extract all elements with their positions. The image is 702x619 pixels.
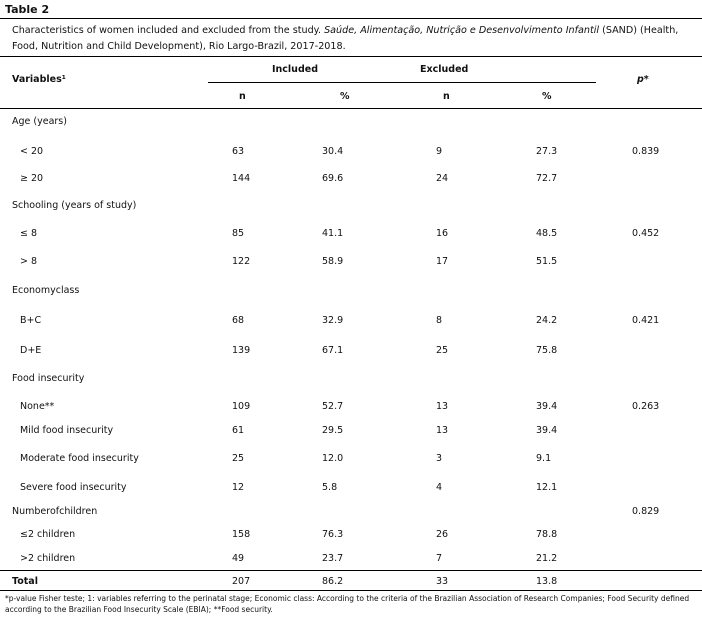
- included-n: 61: [232, 425, 245, 436]
- excluded-n: 17: [436, 256, 449, 267]
- excluded-n: 13: [436, 401, 449, 412]
- excluded-n: 25: [436, 345, 449, 356]
- included-percent: 69.6: [322, 173, 344, 184]
- row-label: < 20: [20, 146, 44, 157]
- excluded-percent: 39.4: [536, 425, 558, 436]
- header-included-n: n: [239, 91, 246, 102]
- group-label: Economyclass: [12, 285, 80, 296]
- included-percent: 76.3: [322, 529, 344, 540]
- included-percent: 5.8: [322, 482, 338, 493]
- excluded-percent: 48.5: [536, 228, 558, 239]
- p-value: 0.829: [632, 506, 660, 517]
- row-label: Mild food insecurity: [20, 425, 114, 436]
- included-n: 109: [232, 401, 251, 412]
- total-bottom-rule: [0, 590, 702, 591]
- included-percent: 41.1: [322, 228, 344, 239]
- included-n: 85: [232, 228, 245, 239]
- excluded-percent: 51.5: [536, 256, 558, 267]
- footnote: *p-value Fisher teste; 1: variables refe…: [5, 594, 690, 614]
- header-included-percent: %: [340, 91, 350, 102]
- included-n: 158: [232, 529, 251, 540]
- p-value: 0.263: [632, 401, 660, 412]
- row-label: Severe food insecurity: [20, 482, 127, 493]
- excluded-n: 7: [436, 553, 443, 564]
- p-value: 0.452: [632, 228, 660, 239]
- header-excluded-percent: %: [542, 91, 552, 102]
- excluded-n: 24: [436, 173, 449, 184]
- included-percent: 30.4: [322, 146, 344, 157]
- row-label: ≤2 children: [20, 529, 76, 540]
- total-included-n: 207: [232, 576, 251, 587]
- total-top-rule: [0, 570, 702, 571]
- row-label: ≥ 20: [20, 173, 44, 184]
- excluded-percent: 39.4: [536, 401, 558, 412]
- header-included: Included: [272, 64, 318, 75]
- table-caption: Characteristics of women included and ex…: [12, 23, 692, 55]
- header-p-value: p*: [637, 74, 649, 85]
- header-excluded: Excluded: [420, 64, 469, 75]
- row-label: >2 children: [20, 553, 76, 564]
- excluded-percent: 24.2: [536, 315, 558, 326]
- included-percent: 32.9: [322, 315, 344, 326]
- included-subrule: [208, 82, 404, 83]
- included-n: 122: [232, 256, 251, 267]
- excluded-n: 13: [436, 425, 449, 436]
- total-included-percent: 86.2: [322, 576, 344, 587]
- included-percent: 29.5: [322, 425, 344, 436]
- excluded-n: 8: [436, 315, 443, 326]
- header-variables: Variables¹: [12, 74, 66, 85]
- group-label: Age (years): [12, 116, 67, 127]
- row-label: B+C: [20, 315, 42, 326]
- included-percent: 12.0: [322, 453, 344, 464]
- row-label: Moderate food insecurity: [20, 453, 139, 464]
- included-n: 25: [232, 453, 245, 464]
- excluded-percent: 75.8: [536, 345, 558, 356]
- caption-italic: Saúde, Alimentação, Nutrição e Desenvolv…: [324, 25, 600, 36]
- p-value: 0.839: [632, 146, 660, 157]
- p-value: 0.421: [632, 315, 660, 326]
- excluded-percent: 27.3: [536, 146, 558, 157]
- included-percent: 67.1: [322, 345, 344, 356]
- included-n: 63: [232, 146, 245, 157]
- header-top-rule: [0, 56, 702, 57]
- group-label: Numberofchildren: [12, 506, 98, 517]
- included-n: 144: [232, 173, 251, 184]
- row-label: None**: [20, 401, 55, 412]
- excluded-percent: 78.8: [536, 529, 558, 540]
- included-percent: 23.7: [322, 553, 344, 564]
- total-label: Total: [12, 576, 38, 587]
- caption-prefix: Characteristics of women included and ex…: [12, 25, 325, 36]
- table-label: Table 2: [5, 3, 50, 16]
- included-percent: 52.7: [322, 401, 344, 412]
- total-excluded-n: 33: [436, 576, 449, 587]
- header-excluded-n: n: [443, 91, 450, 102]
- included-percent: 58.9: [322, 256, 344, 267]
- group-label: Schooling (years of study): [12, 200, 137, 211]
- included-n: 68: [232, 315, 245, 326]
- included-n: 49: [232, 553, 245, 564]
- excluded-n: 3: [436, 453, 443, 464]
- included-n: 139: [232, 345, 251, 356]
- header-bottom-rule: [0, 108, 702, 109]
- included-n: 12: [232, 482, 245, 493]
- excluded-subrule: [404, 82, 596, 83]
- total-excluded-percent: 13.8: [536, 576, 558, 587]
- excluded-n: 9: [436, 146, 443, 157]
- excluded-n: 16: [436, 228, 449, 239]
- row-label: > 8: [20, 256, 38, 267]
- excluded-percent: 72.7: [536, 173, 558, 184]
- title-rule: [0, 18, 702, 19]
- caption-suffix: (SAND) (Health, Food, Nutrition and Chil…: [12, 25, 679, 52]
- group-label: Food insecurity: [12, 373, 85, 384]
- excluded-percent: 21.2: [536, 553, 558, 564]
- excluded-percent: 9.1: [536, 453, 552, 464]
- row-label: ≤ 8: [20, 228, 38, 239]
- excluded-percent: 12.1: [536, 482, 558, 493]
- excluded-n: 26: [436, 529, 449, 540]
- excluded-n: 4: [436, 482, 443, 493]
- row-label: D+E: [20, 345, 42, 356]
